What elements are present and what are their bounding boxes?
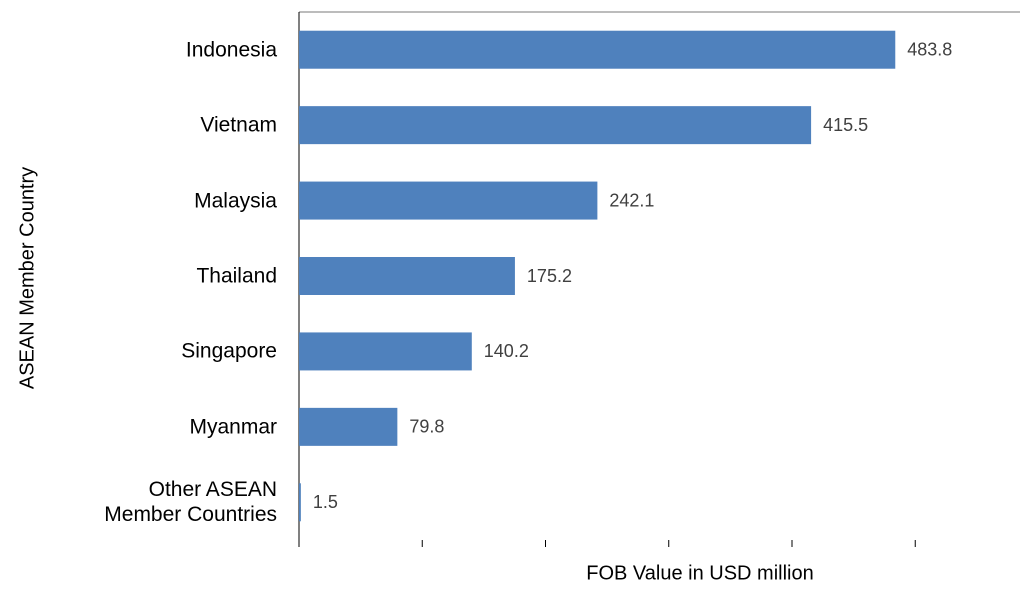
category-label: Myanmar [189,415,277,439]
value-label: 242.1 [609,190,654,210]
bar [299,181,598,220]
bar [299,257,515,295]
value-label: 79.8 [409,417,444,437]
y-axis-title: ASEAN Member Country [16,167,38,389]
category-label: Vietnam [200,113,277,137]
category-label: Other ASEAN Member Countries [104,478,277,527]
value-label: 175.2 [527,266,572,286]
value-label: 415.5 [823,115,868,135]
value-label: 483.8 [907,39,952,59]
bar [299,407,398,446]
x-axis-title: FOB Value in USD million [586,562,813,584]
category-label: Singapore [181,339,277,363]
category-label: Thailand [196,264,277,288]
category-label: Malaysia [194,189,277,213]
category-label: Indonesia [185,38,277,62]
bar [299,483,301,522]
value-label: 1.5 [313,492,338,512]
bar [299,332,472,371]
bar [299,30,896,69]
bar [299,106,812,145]
value-label: 140.2 [484,341,529,361]
